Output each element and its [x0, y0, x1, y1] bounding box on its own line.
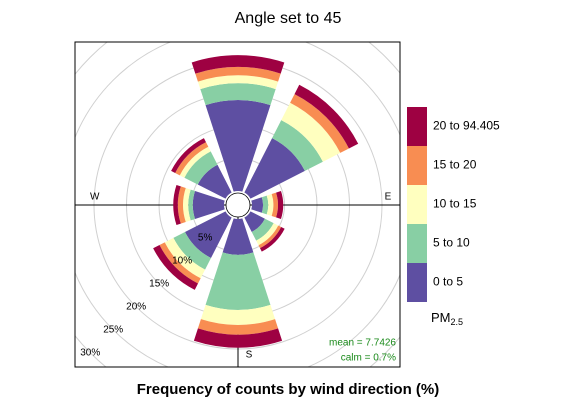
chart-title: Angle set to 45	[235, 10, 342, 27]
petal-segment	[272, 120, 323, 171]
petal-segment	[222, 218, 254, 255]
legend-title-sub: 2.5	[451, 317, 464, 327]
petal-segment	[261, 195, 269, 215]
petal-segment	[294, 84, 359, 149]
petal-segment	[184, 211, 232, 259]
legend-swatch	[407, 146, 427, 185]
legend-swatch	[407, 185, 427, 224]
legend-label: 20 to 94.405	[433, 119, 500, 133]
calm-circle	[225, 192, 251, 218]
petal-segment	[153, 244, 199, 290]
ring-label: 15%	[149, 278, 169, 289]
petal-segment	[193, 328, 283, 348]
petal-segment	[173, 232, 211, 270]
petal-segment	[266, 194, 274, 216]
petal-segment	[205, 252, 271, 310]
direction-label: W	[90, 192, 100, 203]
ring-label: 10%	[172, 256, 192, 267]
legend-title-main: PM	[431, 310, 451, 325]
annotation: mean = 7.7426	[329, 338, 396, 349]
legend-swatch	[407, 263, 427, 302]
panel-border	[74, 41, 401, 368]
petal-segment	[184, 151, 218, 185]
petal-segment	[183, 188, 191, 222]
petal-segment	[173, 185, 181, 225]
petal-segment	[197, 75, 279, 90]
petal-segment	[271, 192, 278, 218]
petal-segment	[188, 189, 196, 221]
legend-swatch	[407, 107, 427, 146]
petal-segment	[197, 164, 232, 199]
plot-area: 5% 10%15% 20% 25% 30%	[75, 42, 400, 367]
petal-segment	[164, 237, 206, 279]
legend: 0 to 5 5 to 10 10 to 15 15 to 20 20 to 94.40…	[407, 107, 500, 327]
petal-segment	[177, 186, 186, 224]
petal-segment	[281, 102, 341, 162]
petal-segment	[197, 319, 279, 335]
petal-segment	[244, 211, 265, 232]
petal-segment	[195, 66, 281, 82]
petal-segment	[171, 138, 206, 173]
ring-label: 20%	[126, 301, 146, 312]
petal-segment	[192, 191, 225, 219]
petal-segment	[200, 304, 276, 325]
ring-label: 5%	[198, 233, 213, 244]
legend-label: 5 to 10	[433, 236, 470, 250]
legend-title: PM2.5	[431, 310, 463, 327]
petal-segment	[256, 223, 279, 246]
petal-segment	[244, 138, 305, 199]
petal-segment	[251, 197, 264, 213]
annotation: calm = 0.7%	[341, 353, 396, 364]
direction-label: E	[385, 192, 392, 203]
petal-segment	[258, 225, 282, 249]
direction-label: S	[246, 350, 253, 361]
legend-swatch	[407, 224, 427, 263]
petal-segment	[179, 146, 211, 178]
petal-segment	[200, 83, 276, 106]
ring-label: 25%	[103, 324, 123, 335]
x-axis-label: Frequency of counts by wind direction (%…	[137, 381, 440, 398]
legend-label: 10 to 15	[433, 197, 477, 211]
petal-segment	[251, 218, 274, 241]
ring-label: 30%	[80, 347, 100, 358]
petal-segment	[159, 242, 201, 284]
petal-segment	[191, 55, 285, 74]
petal-segment	[259, 226, 285, 252]
petal-segment	[276, 191, 284, 219]
petal-segment	[175, 142, 209, 176]
legend-label: 0 to 5	[433, 275, 463, 289]
petal-segment	[205, 100, 271, 192]
petal-segment	[290, 94, 349, 153]
legend-label: 15 to 20	[433, 158, 477, 172]
